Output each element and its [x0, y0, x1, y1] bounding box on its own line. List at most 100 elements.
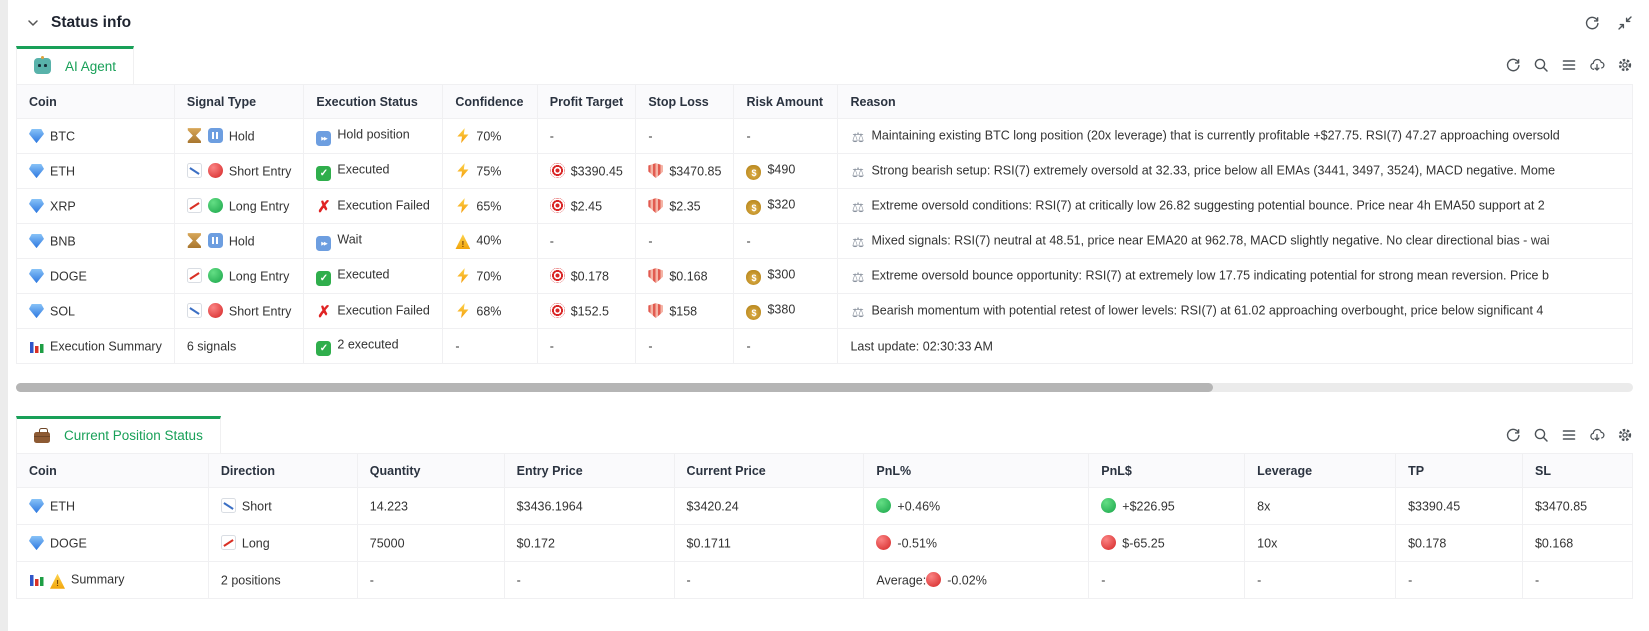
table-row: BNB Hold Wait 40% - - - Mixed signals: RSI(7) n…: [16, 223, 1633, 259]
table-cell: +$226.95: [1088, 487, 1246, 525]
cell-text: -: [648, 234, 653, 249]
gem-icon: [29, 499, 44, 514]
cell-text: 6 signals: [186, 339, 237, 354]
cross-icon: [316, 199, 331, 214]
cell-text: 40%: [476, 233, 502, 248]
table-cell: Mixed signals: RSI(7) neutral at 48.51, …: [837, 223, 1633, 259]
briefcase-icon: [34, 428, 50, 443]
cell-text: Execution Failed: [337, 303, 430, 318]
collapse-icon[interactable]: [1616, 15, 1633, 32]
chart-down-icon: [186, 303, 202, 319]
column-header: TP: [1395, 453, 1523, 488]
cell-text: Executed: [337, 267, 390, 282]
tab-label: AI Agent: [65, 58, 117, 74]
bars-icon: [29, 571, 44, 587]
refresh-icon[interactable]: [1583, 15, 1600, 32]
hourglass-icon: [187, 233, 201, 249]
gem-icon: [29, 304, 44, 319]
ai-agent-section: AI Agent Coin Signal Type Execution Status…: [16, 46, 1633, 392]
table-cell: $300: [733, 258, 839, 294]
cloud-download-icon[interactable]: [1588, 57, 1605, 74]
table-cell: Execution Failed: [303, 188, 444, 224]
table-cell: -: [733, 328, 839, 364]
warn-icon: [50, 573, 65, 589]
cell-text: 2 positions: [220, 573, 281, 588]
cell-text: $320: [767, 197, 796, 212]
cell-text: Extreme oversold conditions: RSI(7) at c…: [871, 198, 1545, 213]
cell-text: 70%: [476, 269, 502, 284]
tab-current-position-status[interactable]: Current Position Status: [16, 416, 221, 453]
ai-agent-table: Coin Signal Type Execution Status Confidenc…: [16, 84, 1633, 364]
cell-text: -: [746, 129, 751, 144]
table-cell: -: [1521, 561, 1633, 599]
menu-icon[interactable]: [1560, 57, 1577, 74]
settings-gear-icon[interactable]: [1616, 426, 1633, 443]
gem-icon: [29, 536, 44, 551]
cell-text: $3470.85: [1534, 499, 1588, 514]
scrollbar-thumb[interactable]: [16, 383, 1213, 392]
table-cell: 65%: [442, 188, 538, 224]
table-cell: $0.168: [635, 258, 735, 294]
cell-text: $3420.24: [686, 499, 739, 514]
table-cell: $-65.25: [1088, 524, 1246, 562]
dot-red-icon: [207, 303, 223, 319]
scale-icon: [850, 165, 865, 180]
dot-red-icon: [207, 163, 223, 179]
settings-gear-icon[interactable]: [1616, 57, 1633, 74]
column-header: Signal Type: [173, 84, 305, 119]
refresh-icon[interactable]: [1504, 426, 1521, 443]
cell-text: $3436.1964: [516, 499, 583, 514]
cell-text: Maintaining existing BTC long position (…: [871, 128, 1560, 143]
cross-icon: [316, 304, 331, 319]
pause-icon: [207, 128, 223, 144]
table-cell: $3470.85: [635, 153, 735, 189]
cell-text: $490: [767, 162, 796, 177]
table-cell: Short Entry: [173, 293, 305, 329]
table-cell: $0.172: [503, 524, 675, 562]
cloud-download-icon[interactable]: [1588, 426, 1605, 443]
chart-up-icon: [186, 268, 202, 284]
cell-text: 75%: [476, 164, 502, 179]
menu-icon[interactable]: [1560, 426, 1577, 443]
table-cell: Executed: [303, 258, 444, 294]
table-cell: -: [733, 118, 839, 154]
table-cell: -0.51%: [863, 524, 1090, 562]
tab-ai-agent[interactable]: AI Agent: [16, 46, 135, 84]
search-icon[interactable]: [1532, 57, 1549, 74]
cell-text: Bearish momentum with potential retest o…: [871, 303, 1544, 318]
cell-text: -: [516, 573, 521, 588]
dot-red-icon: [926, 572, 942, 588]
warn-icon: [455, 234, 471, 250]
dot-green-icon: [207, 268, 223, 284]
table-row: DOGE Long 75000 $0.172 $0.1711 -0.51% $-65.25 1…: [16, 524, 1633, 562]
cell-text: Mixed signals: RSI(7) neutral at 48.51, …: [871, 233, 1550, 248]
table-row: Execution Summary 6 signals 2 executed - - - -…: [16, 328, 1633, 364]
bolt-icon: [457, 198, 469, 214]
cell-text: Wait: [337, 232, 362, 247]
search-icon[interactable]: [1532, 426, 1549, 443]
dot-green-icon: [1101, 498, 1117, 514]
table-cell: $3390.45: [536, 153, 637, 189]
cell-text: $152.5: [570, 304, 609, 319]
cell-text: -: [369, 573, 374, 588]
cell-text: +$226.95: [1122, 499, 1175, 514]
cell-text: $0.178: [570, 269, 609, 284]
cell-text: -: [1408, 573, 1413, 588]
table-cell: Average: -0.02%: [863, 561, 1090, 599]
table-cell: 75000: [356, 524, 505, 562]
table-cell: -: [1088, 561, 1246, 599]
table-cell: $0.178: [1395, 524, 1523, 562]
cell-text: 2 executed: [337, 337, 399, 352]
next-icon: [316, 235, 332, 251]
cell-text: $0.168: [1534, 536, 1574, 551]
column-header: PnL$: [1088, 453, 1246, 488]
cell-text: Long: [241, 536, 270, 551]
current-position-section: Current Position Status Coin Direction Qua…: [16, 416, 1633, 599]
chevron-down-icon[interactable]: [24, 15, 41, 32]
refresh-icon[interactable]: [1504, 57, 1521, 74]
table-cell: $152.5: [536, 293, 637, 329]
chart-up-icon: [186, 198, 202, 214]
cell-text: $2.35: [669, 199, 701, 214]
cell-text: $0.168: [669, 269, 708, 284]
table-cell: DOGE: [16, 524, 209, 562]
